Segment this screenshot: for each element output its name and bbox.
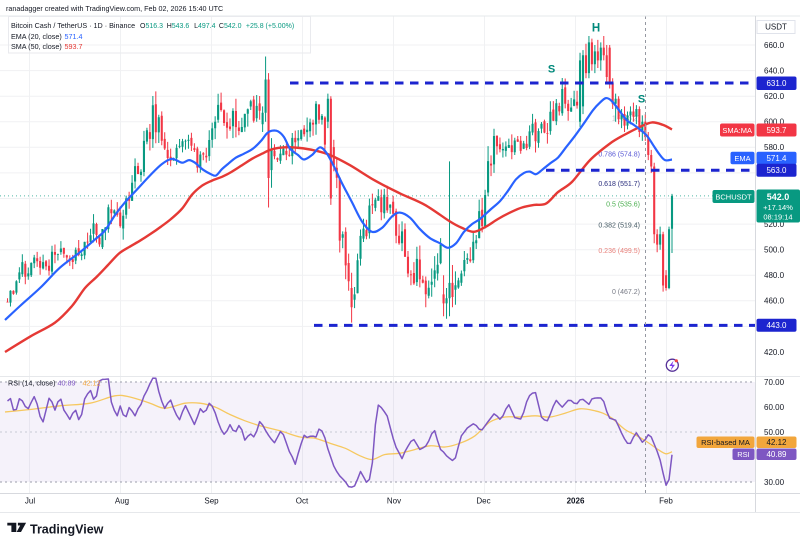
svg-text:Dec: Dec <box>476 497 490 506</box>
svg-text:542.0: 542.0 <box>767 192 790 202</box>
svg-text:593.7: 593.7 <box>766 126 787 135</box>
svg-text:Jul: Jul <box>25 497 35 506</box>
svg-text:Aug: Aug <box>115 497 129 506</box>
svg-text:TradingView: TradingView <box>30 522 104 536</box>
svg-text:0.618 (551.7): 0.618 (551.7) <box>598 181 640 188</box>
svg-text:RSI: RSI <box>737 450 750 459</box>
svg-text:Nov: Nov <box>387 497 401 506</box>
svg-text:460.0: 460.0 <box>764 297 785 306</box>
svg-text:50.00: 50.00 <box>764 428 785 437</box>
svg-text:+25.8 (+5.00%): +25.8 (+5.00%) <box>246 23 294 30</box>
svg-text:L497.4: L497.4 <box>194 23 216 30</box>
svg-text:+17.14%: +17.14% <box>763 203 793 212</box>
svg-text:C542.0: C542.0 <box>219 23 242 30</box>
svg-text:563.0: 563.0 <box>766 166 787 175</box>
svg-text:60.00: 60.00 <box>764 403 785 412</box>
svg-text:0.786 (574.8): 0.786 (574.8) <box>598 152 640 159</box>
svg-text:500.0: 500.0 <box>764 246 785 255</box>
svg-text:580.0: 580.0 <box>764 143 785 152</box>
svg-text:H543.6: H543.6 <box>167 23 190 30</box>
svg-text:H: H <box>592 23 600 35</box>
svg-text:660.0: 660.0 <box>764 41 785 50</box>
svg-text:BCHUSDT: BCHUSDT <box>715 192 752 201</box>
svg-text:443.0: 443.0 <box>766 321 787 330</box>
svg-text:640.0: 640.0 <box>764 67 785 76</box>
svg-text:Feb: Feb <box>659 497 673 506</box>
svg-text:631.0: 631.0 <box>766 79 787 88</box>
svg-text:480.0: 480.0 <box>764 271 785 280</box>
svg-text:RSI-based MA: RSI-based MA <box>701 438 750 447</box>
svg-text:600.0: 600.0 <box>764 118 785 127</box>
svg-text:30.00: 30.00 <box>764 478 785 487</box>
svg-text:08:19:14: 08:19:14 <box>763 212 792 221</box>
svg-text:571.4: 571.4 <box>766 154 787 163</box>
svg-text:EMA (20, close): EMA (20, close) <box>11 32 62 41</box>
svg-text:620.0: 620.0 <box>764 92 785 101</box>
svg-text:0.236 (499.5): 0.236 (499.5) <box>598 248 640 255</box>
svg-text:O516.3: O516.3 <box>140 23 163 30</box>
svg-text:40.89: 40.89 <box>58 379 76 388</box>
svg-text:0.5 (535.6): 0.5 (535.6) <box>606 202 640 209</box>
svg-text:Oct: Oct <box>296 497 309 506</box>
svg-text:42.12: 42.12 <box>83 379 101 388</box>
svg-text:RSI (14, close): RSI (14, close) <box>8 379 56 388</box>
svg-text:2026: 2026 <box>567 497 585 506</box>
svg-text:0 (467.2): 0 (467.2) <box>612 289 640 296</box>
svg-text:593.7: 593.7 <box>65 42 83 51</box>
svg-text:70.00: 70.00 <box>764 378 785 387</box>
svg-text:42.12: 42.12 <box>766 438 787 447</box>
svg-text:S: S <box>638 94 645 106</box>
svg-text:SMA:MA: SMA:MA <box>722 126 752 135</box>
svg-text:571.4: 571.4 <box>65 32 83 41</box>
svg-text:Sep: Sep <box>204 497 219 506</box>
svg-text:S: S <box>548 64 555 76</box>
svg-text:SMA (50, close): SMA (50, close) <box>11 42 62 51</box>
svg-text:0.382 (519.4): 0.382 (519.4) <box>598 223 640 230</box>
svg-text:420.0: 420.0 <box>764 348 785 357</box>
svg-text:USDT: USDT <box>765 23 787 32</box>
svg-text:Bitcoin Cash / TetherUS · 1D ·: Bitcoin Cash / TetherUS · 1D · Binance <box>11 21 135 30</box>
svg-text:EMA: EMA <box>734 154 750 163</box>
svg-text:520.0: 520.0 <box>764 220 785 229</box>
svg-text:40.89: 40.89 <box>766 450 787 459</box>
svg-text:ranadagger created with Tradin: ranadagger created with TradingView.com,… <box>6 4 223 13</box>
